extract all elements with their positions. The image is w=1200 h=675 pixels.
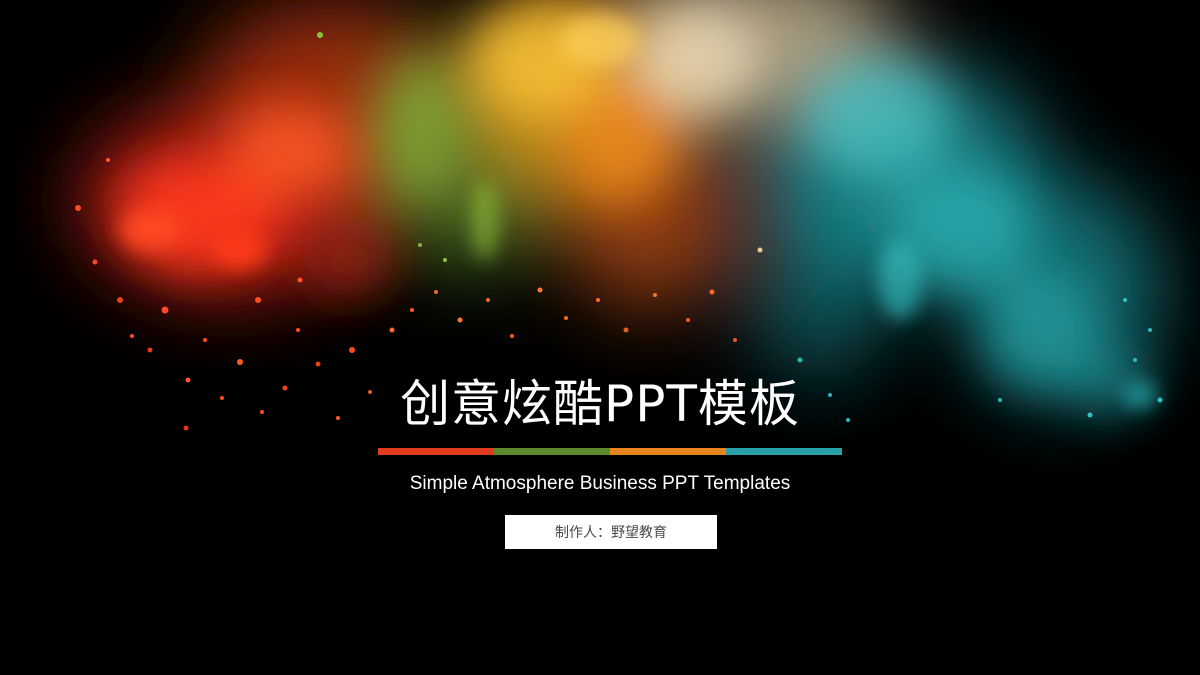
slide-subtitle: Simple Atmosphere Business PPT Templates bbox=[409, 473, 791, 494]
slide-title: 创意炫酷PPT模板 bbox=[400, 375, 800, 433]
color-bar-segment-red bbox=[378, 448, 494, 455]
color-divider-bar bbox=[378, 448, 842, 455]
color-bar-segment-green bbox=[494, 448, 610, 455]
color-bar-segment-orange bbox=[610, 448, 726, 455]
color-bar-segment-teal bbox=[726, 448, 842, 455]
author-label: 制作人：野望教育 bbox=[555, 525, 667, 541]
author-box: 制作人：野望教育 bbox=[505, 515, 717, 549]
